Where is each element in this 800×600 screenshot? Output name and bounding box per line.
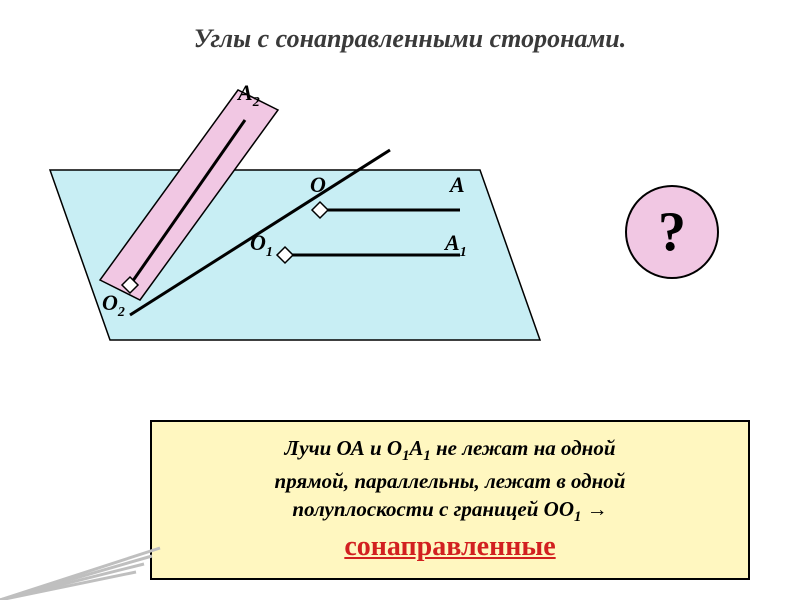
question-mark-badge: ? (625, 185, 719, 279)
caption-line1c: не лежат на одной (431, 436, 616, 460)
svg-text:А: А (448, 172, 465, 197)
geometry-diagram: А2ОАО1А1О2 (30, 80, 590, 400)
caption-line3a: полуплоскости с границей ОО (292, 497, 574, 521)
page-title: Углы с сонаправленными сторонами. (60, 24, 760, 54)
caption-line3b: → (581, 497, 607, 521)
caption-line2: прямой, параллельны, лежат в одной (275, 469, 626, 493)
corner-decoration (0, 520, 170, 600)
caption-line1b: А (409, 436, 423, 460)
caption-box: Лучи ОА и О1А1 не лежат на одной прямой,… (150, 420, 750, 580)
caption-highlight: сонаправленные (344, 531, 555, 562)
caption-line1a: Лучи ОА и О (284, 436, 402, 460)
svg-text:О: О (310, 172, 326, 197)
